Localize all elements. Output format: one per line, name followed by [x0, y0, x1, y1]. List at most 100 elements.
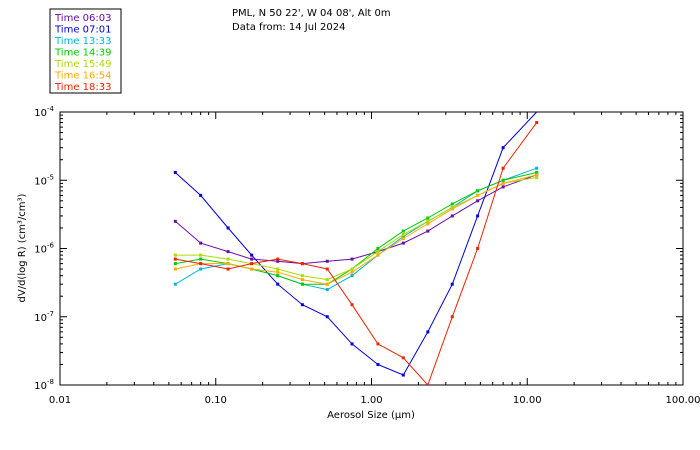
data-point: [325, 288, 329, 292]
data-point: [426, 222, 430, 226]
series-6: [173, 173, 539, 286]
data-point: [376, 342, 380, 346]
data-point: [226, 226, 230, 230]
data-point: [376, 253, 380, 257]
legend-entry: Time 07:01: [54, 25, 111, 36]
y-tick-label: 10-4: [34, 105, 54, 119]
data-point: [401, 233, 405, 237]
data-point: [199, 262, 203, 266]
data-point: [199, 253, 203, 257]
data-point: [325, 259, 329, 263]
chart-title-location: PML, N 50 22', W 04 08', Alt 0m: [232, 8, 391, 19]
data-point: [476, 193, 480, 197]
data-point: [173, 253, 177, 257]
data-point: [199, 241, 203, 245]
data-point: [325, 315, 329, 319]
data-point: [250, 253, 254, 257]
data-point: [276, 274, 280, 278]
y-tick-label: 10-5: [34, 173, 54, 187]
data-point: [535, 173, 539, 177]
data-point: [173, 219, 177, 223]
data-point: [501, 146, 505, 150]
data-point: [300, 303, 304, 307]
data-point: [173, 257, 177, 261]
legend-entry: Time 13:33: [54, 36, 111, 47]
data-point: [450, 282, 454, 286]
legend-entry: Time 06:03: [54, 13, 111, 24]
data-point: [426, 219, 430, 223]
data-point: [226, 267, 230, 271]
data-point: [401, 241, 405, 245]
data-point: [350, 267, 354, 271]
data-point: [501, 178, 505, 182]
x-tick-label: 0.10: [205, 395, 227, 406]
data-point: [276, 259, 280, 263]
data-point: [276, 257, 280, 261]
data-point: [426, 229, 430, 233]
data-point: [476, 189, 480, 193]
data-point: [401, 356, 405, 360]
data-point: [199, 257, 203, 261]
data-point: [401, 234, 405, 238]
data-point: [173, 267, 177, 271]
legend-entry: Time 16:54: [54, 71, 111, 82]
data-point: [250, 262, 254, 266]
data-point: [501, 166, 505, 170]
x-tick-label: 100.00: [666, 395, 700, 406]
data-point: [250, 257, 254, 261]
y-tick-label: 10-6: [34, 242, 54, 256]
plot-area: [59, 111, 684, 386]
data-point: [173, 282, 177, 286]
data-point: [276, 267, 280, 271]
data-point: [376, 362, 380, 366]
x-axis-label: Aerosol Size (µm): [327, 410, 415, 421]
data-point: [476, 214, 480, 218]
series-2: [173, 111, 538, 377]
data-point: [250, 267, 254, 271]
legend-entry: Time 18:33: [54, 82, 111, 93]
data-point: [173, 262, 177, 266]
data-point: [450, 207, 454, 211]
data-point: [276, 270, 280, 274]
x-tick-label: 1.00: [360, 395, 382, 406]
series-7: [173, 121, 539, 386]
data-point: [426, 216, 430, 220]
data-point: [350, 303, 354, 307]
data-point: [325, 278, 329, 282]
data-point: [350, 257, 354, 261]
data-point: [476, 199, 480, 203]
axis-ticks: 0.01 0.10 1.00 10.00 100.00 10-8 10-7 10-6 10-5 1…: [34, 105, 700, 406]
data-point: [450, 214, 454, 218]
series-layer: [173, 111, 539, 386]
data-point: [535, 170, 539, 174]
data-point: [350, 270, 354, 274]
data-point: [376, 247, 380, 250]
data-point: [350, 342, 354, 346]
data-point: [300, 262, 304, 266]
y-tick-label: 10-8: [34, 378, 54, 392]
data-point: [501, 181, 505, 185]
y-axis-label: dV/d(log R) (cm³/cm³): [17, 193, 28, 302]
data-point: [226, 257, 230, 261]
data-point: [401, 373, 405, 377]
legend-entry: Time 14:39: [54, 48, 111, 59]
data-point: [226, 250, 230, 254]
legend-entry: Time 15:49: [54, 59, 111, 70]
data-point: [199, 193, 203, 197]
y-tick-label: 10-7: [34, 310, 54, 324]
data-point: [450, 315, 454, 319]
data-point: [300, 278, 304, 282]
legend-box: [49, 8, 122, 94]
data-point: [535, 121, 539, 125]
data-point: [376, 250, 380, 254]
data-point: [535, 175, 539, 179]
data-point: [426, 330, 430, 334]
data-point: [199, 267, 203, 271]
data-point: [450, 205, 454, 209]
data-point: [173, 170, 177, 174]
data-point: [226, 262, 230, 266]
data-point: [501, 185, 505, 189]
x-tick-label: 0.01: [49, 395, 71, 406]
